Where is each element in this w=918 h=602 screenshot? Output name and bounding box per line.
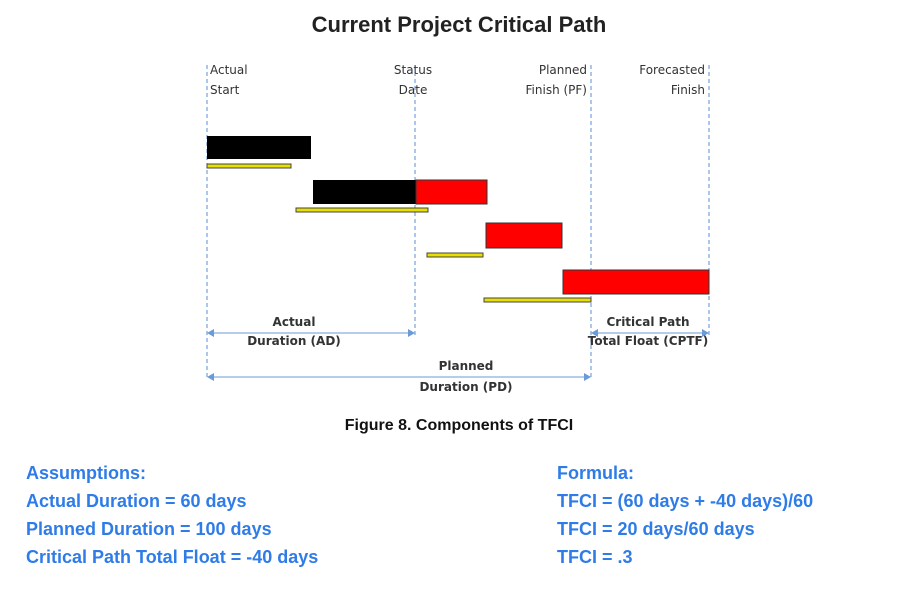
svg-text:Actual: Actual — [210, 63, 248, 77]
actual-bar-1 — [207, 136, 311, 159]
baseline-bar-4 — [483, 297, 592, 303]
figure-caption: Figure 8. Components of TFCI — [345, 417, 573, 434]
actual-duration-arrow — [207, 329, 415, 337]
critical-path-float-arrow — [591, 329, 709, 337]
forecast-bar-2 — [415, 179, 488, 205]
svg-text:Start: Start — [210, 83, 240, 97]
svg-text:Date: Date — [399, 83, 428, 97]
formula-line: TFCI = 20 days/60 days — [557, 519, 755, 539]
assumption-line: Planned Duration = 100 days — [26, 519, 272, 539]
assumption-line: Critical Path Total Float = -40 days — [26, 547, 318, 567]
forecast-bar-3 — [485, 222, 563, 249]
formula-block: Formula: TFCI = (60 days + -40 days)/60 … — [557, 463, 813, 567]
baseline-bar-2 — [295, 207, 429, 213]
svg-text:Planned: Planned — [439, 359, 494, 373]
actual-start-label: Actual Start — [210, 63, 248, 97]
svg-text:Critical Path: Critical Path — [606, 315, 689, 329]
formula-line: TFCI = .3 — [557, 547, 633, 567]
status-date-label: Status Date — [394, 63, 432, 97]
planned-duration-label: Planned Duration (PD) — [419, 359, 512, 394]
assumptions-heading: Assumptions: — [26, 463, 146, 483]
svg-text:Finish (PF): Finish (PF) — [526, 83, 587, 97]
forecasted-finish-label: Forecasted Finish — [639, 63, 705, 97]
svg-text:Finish: Finish — [671, 83, 705, 97]
baseline-bar-1 — [206, 163, 292, 169]
actual-duration-label: Actual Duration (AD) — [247, 315, 341, 348]
planned-finish-label: Planned Finish (PF) — [526, 63, 587, 97]
assumptions-block: Assumptions: Actual Duration = 60 days P… — [26, 463, 318, 567]
assumption-line: Actual Duration = 60 days — [26, 491, 247, 511]
actual-bar-2 — [313, 180, 416, 204]
critical-path-float-label: Critical Path Total Float (CPTF) — [588, 315, 708, 348]
svg-text:Total Float (CPTF): Total Float (CPTF) — [588, 334, 708, 348]
baseline-bar-3 — [426, 252, 484, 258]
forecast-bar-4 — [562, 269, 710, 295]
formula-line: TFCI = (60 days + -40 days)/60 — [557, 491, 813, 511]
svg-text:Status: Status — [394, 63, 432, 77]
diagram-title: Current Project Critical Path — [312, 12, 607, 37]
svg-text:Planned: Planned — [539, 63, 587, 77]
svg-text:Actual: Actual — [273, 315, 316, 329]
svg-text:Duration (PD): Duration (PD) — [419, 380, 512, 394]
svg-text:Duration (AD): Duration (AD) — [247, 334, 341, 348]
planned-duration-arrow — [207, 373, 591, 381]
formula-heading: Formula: — [557, 463, 634, 483]
svg-text:Forecasted: Forecasted — [639, 63, 705, 77]
